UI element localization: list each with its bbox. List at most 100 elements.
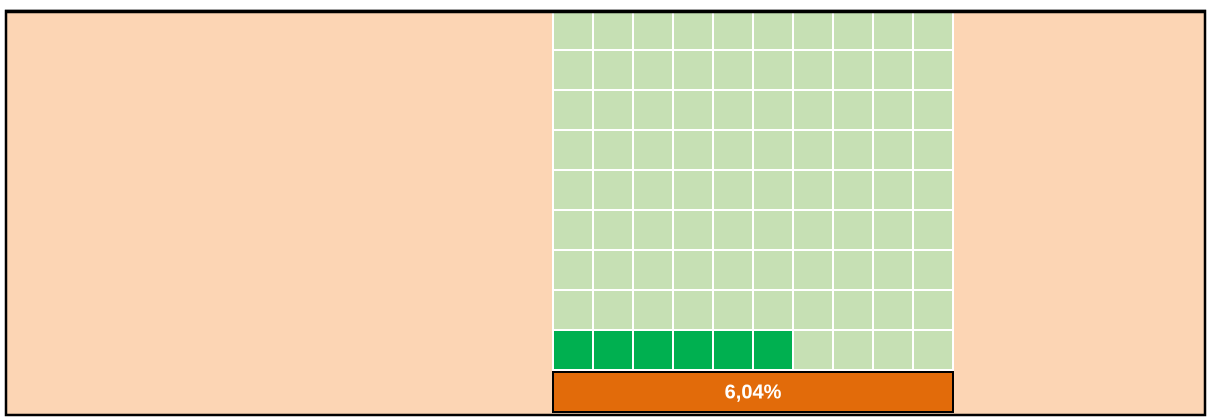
empty-cell	[672, 169, 714, 211]
empty-cell	[672, 12, 714, 51]
empty-cell	[712, 209, 754, 251]
empty-cell	[752, 129, 794, 171]
empty-cell	[592, 12, 634, 51]
empty-cell	[552, 209, 594, 251]
filled-cell	[672, 329, 714, 371]
empty-cell	[592, 209, 634, 251]
empty-cell	[872, 129, 914, 171]
empty-cell	[632, 49, 674, 91]
empty-cell	[752, 209, 794, 251]
empty-cell	[632, 89, 674, 131]
empty-cell	[672, 249, 714, 291]
empty-cell	[752, 49, 794, 91]
empty-cell	[792, 329, 834, 371]
filled-cell	[552, 329, 594, 371]
empty-cell	[712, 249, 754, 291]
value-label: 6,04%	[725, 381, 782, 403]
empty-cell	[552, 249, 594, 291]
empty-cell	[753, 0, 793, 10]
empty-cell	[792, 209, 834, 251]
empty-cell	[632, 169, 674, 211]
empty-cell	[832, 289, 874, 331]
empty-cell	[913, 0, 953, 10]
empty-cell	[552, 129, 594, 171]
empty-cell	[832, 89, 874, 131]
empty-cell	[712, 289, 754, 331]
empty-cell	[832, 209, 874, 251]
empty-cell	[592, 89, 634, 131]
filled-cell	[712, 329, 754, 371]
empty-cell	[872, 12, 914, 51]
empty-cell	[752, 249, 794, 291]
empty-cell	[912, 89, 954, 131]
empty-cell	[712, 89, 754, 131]
empty-cell	[833, 0, 873, 10]
empty-cell	[552, 289, 594, 331]
empty-cell	[792, 89, 834, 131]
empty-cell	[872, 89, 914, 131]
empty-cell	[752, 89, 794, 131]
empty-cell	[552, 169, 594, 211]
empty-cell	[912, 289, 954, 331]
empty-cell	[912, 129, 954, 171]
empty-cell	[832, 169, 874, 211]
empty-cell	[872, 209, 914, 251]
empty-cell	[832, 249, 874, 291]
empty-cell	[792, 249, 834, 291]
empty-cell	[752, 169, 794, 211]
filled-cell	[632, 329, 674, 371]
empty-cell	[672, 89, 714, 131]
filled-cell	[592, 329, 634, 371]
empty-cell	[832, 49, 874, 91]
empty-cell	[792, 129, 834, 171]
empty-cell	[872, 249, 914, 291]
empty-cell	[752, 289, 794, 331]
waffle-grid	[552, 0, 954, 371]
empty-cell	[712, 129, 754, 171]
empty-cell	[872, 49, 914, 91]
empty-cell	[712, 169, 754, 211]
empty-cell	[593, 0, 633, 10]
empty-cell	[793, 0, 833, 10]
empty-cell	[592, 49, 634, 91]
empty-cell	[672, 209, 714, 251]
empty-cell	[713, 0, 753, 10]
empty-cell	[553, 0, 593, 10]
empty-cell	[912, 249, 954, 291]
empty-cell	[792, 12, 834, 51]
empty-cell	[552, 12, 594, 51]
empty-cell	[912, 169, 954, 211]
empty-cell	[592, 169, 634, 211]
filled-cell	[752, 329, 794, 371]
empty-cell	[912, 49, 954, 91]
empty-cell	[792, 169, 834, 211]
empty-cell	[632, 12, 674, 51]
empty-cell	[712, 12, 754, 51]
empty-cell	[912, 209, 954, 251]
empty-cell	[832, 12, 874, 51]
empty-cell	[632, 249, 674, 291]
empty-cell	[912, 12, 954, 51]
empty-cell	[832, 129, 874, 171]
empty-cell	[632, 209, 674, 251]
empty-cell	[672, 49, 714, 91]
empty-cell	[672, 129, 714, 171]
empty-cell	[552, 49, 594, 91]
empty-cell	[872, 169, 914, 211]
empty-cell	[873, 0, 913, 10]
empty-cell	[673, 0, 713, 10]
empty-cell	[792, 289, 834, 331]
empty-cell	[633, 0, 673, 10]
empty-cell	[752, 12, 794, 51]
empty-cell	[592, 249, 634, 291]
empty-cell	[912, 329, 954, 371]
value-label-box	[552, 371, 954, 413]
empty-cell	[632, 129, 674, 171]
empty-cell	[832, 329, 874, 371]
empty-cell	[872, 329, 914, 371]
empty-cell	[712, 49, 754, 91]
empty-cell	[872, 289, 914, 331]
empty-cell	[672, 289, 714, 331]
